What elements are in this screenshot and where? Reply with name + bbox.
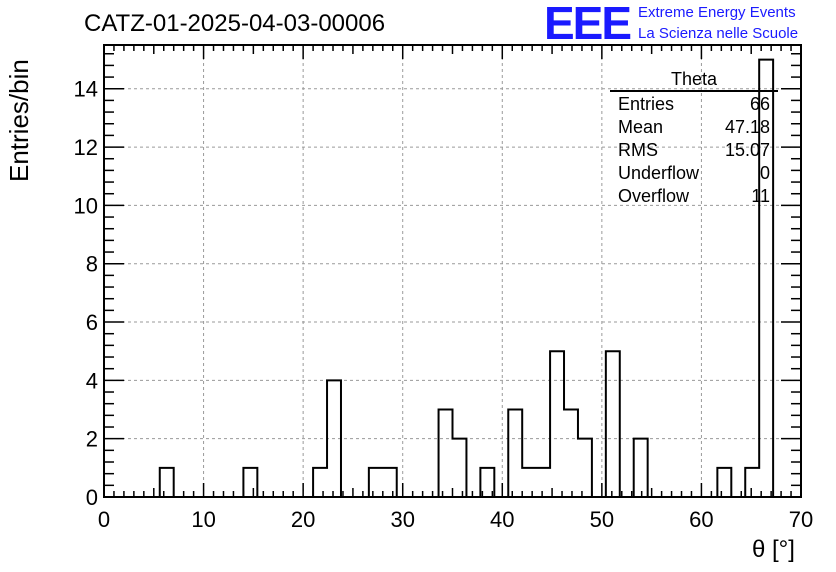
y-tick-label: 2 xyxy=(86,427,98,452)
stats-label: Mean xyxy=(618,117,664,137)
y-tick-label: 4 xyxy=(86,368,98,393)
stats-value: 66 xyxy=(749,94,770,114)
x-tick-label: 40 xyxy=(490,507,514,532)
stats-label: Overflow xyxy=(618,186,690,206)
stats-value: 15.07 xyxy=(724,140,770,160)
x-tick-label: 10 xyxy=(191,507,215,532)
x-tick-label: 20 xyxy=(291,507,315,532)
y-tick-label: 12 xyxy=(74,135,98,160)
x-tick-label: 0 xyxy=(98,507,110,532)
stats-title: Theta xyxy=(670,69,718,89)
x-tick-label: 70 xyxy=(789,507,813,532)
stats-value: 47.18 xyxy=(724,117,770,137)
stats-divider xyxy=(610,90,778,92)
stats-box: Theta Entries 66 Mean 47.18 RMS 15.07 Un… xyxy=(610,68,778,208)
x-tick-label: 60 xyxy=(689,507,713,532)
y-tick-label: 8 xyxy=(86,252,98,277)
chart-title: CATZ-01-2025-04-03-00006 xyxy=(84,10,386,37)
stats-label: Underflow xyxy=(618,163,700,183)
stats-row-mean: Mean 47.18 xyxy=(610,116,778,139)
stats-row-overflow: Overflow 11 xyxy=(610,185,778,208)
stats-label: Entries xyxy=(618,94,675,114)
x-tick-label: 50 xyxy=(590,507,614,532)
stats-row-entries: Entries 66 xyxy=(610,93,778,116)
stats-value: 11 xyxy=(751,186,770,206)
stats-row-underflow: Underflow 0 xyxy=(610,162,778,185)
y-axis-label: Entries/bin xyxy=(4,59,34,182)
x-axis-label: θ [°] xyxy=(752,536,795,563)
logo-subtitle-line1: Extreme Energy Events xyxy=(638,4,796,21)
y-tick-label: 0 xyxy=(86,485,98,510)
y-tick-label: 10 xyxy=(74,193,98,218)
y-tick-label: 14 xyxy=(74,77,98,102)
stats-value: 0 xyxy=(759,163,770,183)
stats-row-rms: RMS 15.07 xyxy=(610,139,778,162)
y-tick-label: 6 xyxy=(86,310,98,335)
logo-subtitle-line2: La Scienza nelle Scuole xyxy=(638,25,799,42)
x-tick-label: 30 xyxy=(390,507,414,532)
stats-label: RMS xyxy=(618,140,658,160)
eee-logo: EEE xyxy=(544,0,632,49)
